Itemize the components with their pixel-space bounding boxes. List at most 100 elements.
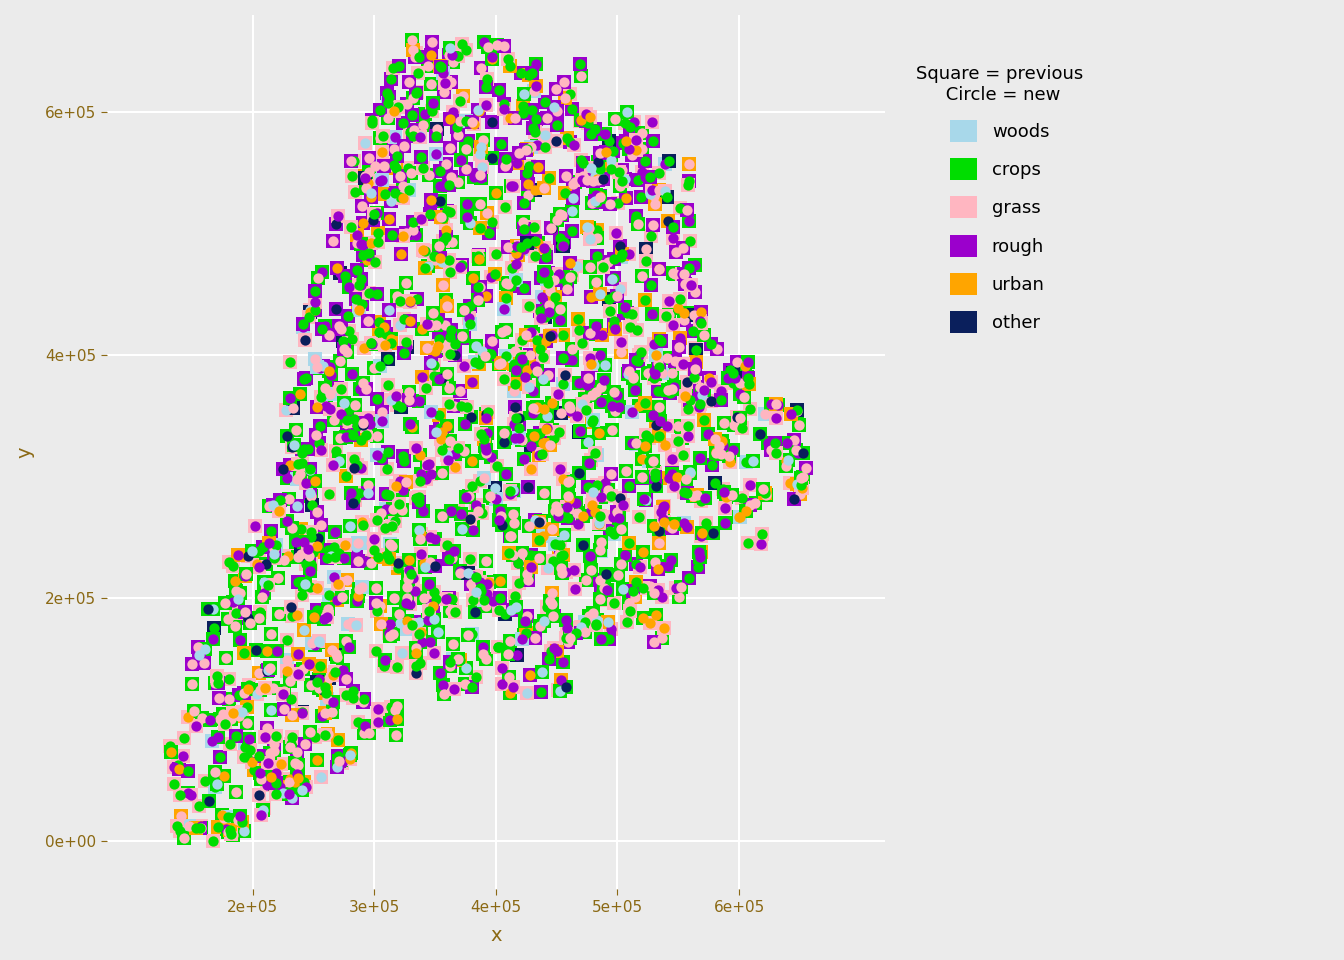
Point: [414, 243, 435, 258]
Point: [618, 535, 640, 550]
Point: [325, 444, 347, 459]
Point: [586, 230, 607, 246]
Point: [663, 478, 684, 493]
Point: [586, 171, 607, 186]
Point: [605, 403, 626, 419]
Point: [448, 503, 469, 518]
Point: [324, 412, 345, 427]
Point: [368, 324, 390, 340]
Point: [384, 185, 406, 201]
Point: [473, 431, 495, 446]
Point: [396, 340, 418, 355]
Point: [603, 252, 625, 267]
Point: [292, 456, 313, 471]
Point: [298, 657, 320, 672]
Point: [441, 74, 462, 89]
Point: [712, 434, 734, 449]
Point: [265, 775, 286, 790]
Point: [409, 473, 430, 489]
Point: [628, 172, 649, 187]
Point: [521, 121, 543, 136]
Point: [415, 471, 437, 487]
Point: [536, 560, 558, 575]
Point: [347, 419, 368, 434]
Point: [414, 243, 435, 258]
Point: [578, 609, 599, 624]
Point: [226, 729, 247, 744]
Point: [664, 516, 685, 532]
Point: [227, 548, 249, 564]
Point: [438, 380, 460, 396]
Point: [550, 301, 571, 317]
Point: [359, 164, 380, 180]
Point: [516, 142, 538, 157]
Point: [481, 214, 503, 229]
Point: [476, 71, 497, 86]
Point: [411, 466, 433, 481]
Point: [469, 570, 491, 586]
Point: [382, 518, 403, 534]
Point: [630, 189, 652, 204]
Point: [220, 711, 242, 727]
Point: [603, 526, 625, 541]
Point: [402, 617, 423, 633]
Point: [543, 609, 564, 624]
Point: [509, 349, 531, 365]
Point: [458, 489, 480, 504]
Point: [427, 624, 449, 639]
Point: [380, 393, 402, 408]
Point: [245, 518, 266, 534]
Point: [536, 599, 558, 614]
Point: [313, 683, 335, 698]
Point: [367, 226, 388, 241]
Point: [589, 425, 610, 441]
Point: [671, 267, 692, 282]
Point: [177, 763, 199, 779]
Point: [503, 484, 524, 499]
Point: [396, 160, 418, 176]
Point: [507, 248, 528, 263]
Point: [481, 214, 503, 229]
Point: [376, 461, 398, 476]
Point: [435, 367, 457, 382]
Point: [406, 84, 427, 99]
Point: [253, 574, 274, 589]
Point: [516, 141, 538, 156]
Point: [380, 227, 402, 242]
Point: [528, 515, 550, 530]
Point: [438, 380, 460, 396]
Point: [722, 366, 743, 381]
Point: [435, 591, 457, 607]
Point: [388, 59, 410, 74]
Point: [395, 475, 417, 491]
Point: [727, 409, 749, 424]
Point: [595, 145, 617, 160]
Point: [378, 377, 399, 393]
Point: [593, 372, 614, 388]
Point: [417, 316, 438, 331]
Point: [399, 563, 421, 578]
Point: [489, 513, 511, 528]
Point: [788, 445, 809, 461]
Point: [530, 425, 551, 441]
Point: [484, 266, 505, 281]
Point: [582, 484, 603, 499]
Point: [586, 171, 607, 186]
Point: [351, 272, 372, 287]
Point: [763, 435, 785, 450]
Point: [250, 807, 271, 823]
Point: [310, 443, 332, 458]
Point: [516, 187, 538, 203]
Point: [556, 620, 578, 636]
Point: [633, 492, 655, 507]
Point: [336, 430, 358, 445]
Point: [657, 350, 679, 366]
Point: [607, 567, 629, 583]
Point: [524, 182, 546, 198]
Point: [684, 284, 706, 300]
Point: [464, 116, 485, 132]
Point: [413, 242, 434, 257]
Point: [556, 130, 578, 145]
Point: [409, 494, 430, 510]
Point: [673, 484, 695, 499]
